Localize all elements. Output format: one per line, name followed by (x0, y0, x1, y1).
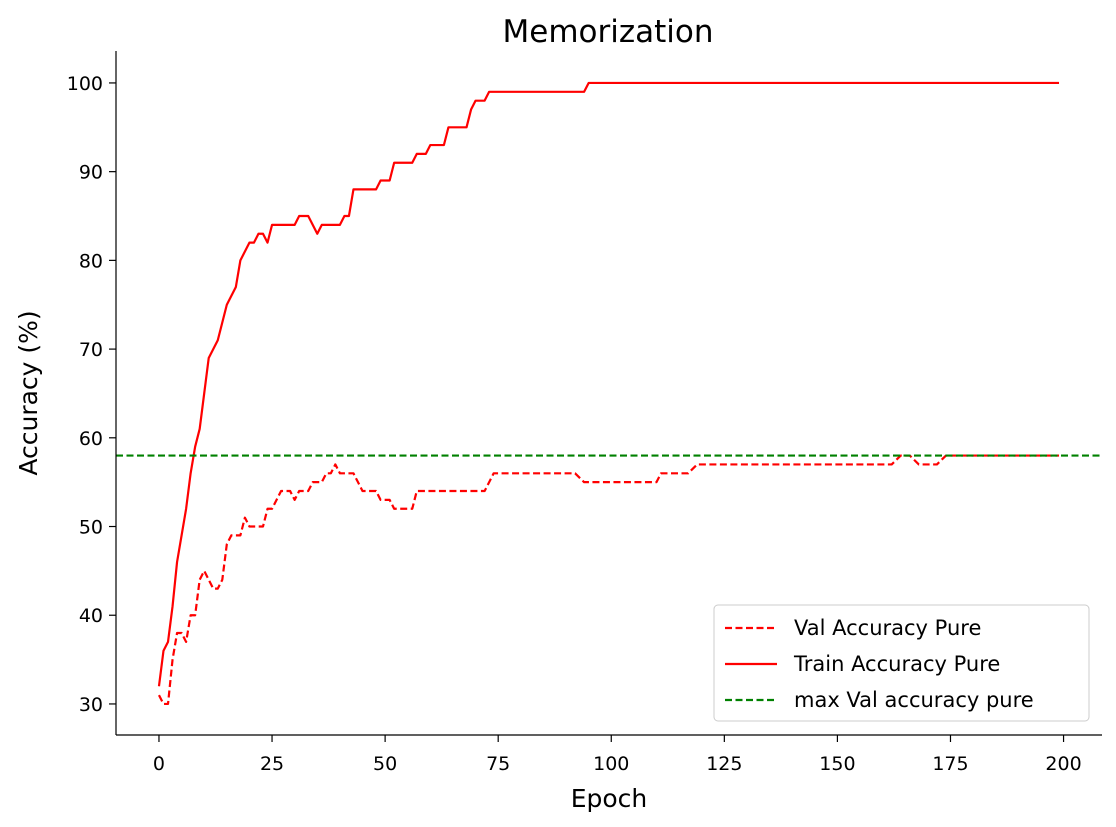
x-axis-title: Epoch (571, 784, 648, 813)
y-tick-label: 40 (79, 605, 103, 627)
legend-label-max-val-accuracy-pure: max Val accuracy pure (794, 688, 1034, 712)
x-tick-label: 100 (593, 753, 629, 775)
x-tick-label: 150 (819, 753, 855, 775)
x-ticks: 0 25 50 75 100 125 150 175 200 (153, 735, 1082, 775)
legend-label-val-accuracy-pure: Val Accuracy Pure (794, 616, 981, 640)
series-line-val-accuracy-pure (157, 454, 1060, 706)
chart-title: Memorization (503, 14, 714, 50)
x-tick-label: 175 (932, 753, 968, 775)
x-tick-label: 75 (486, 753, 510, 775)
legend: Val Accuracy Pure Train Accuracy Pure max … (713, 604, 1090, 722)
series-layer (116, 81, 1102, 706)
x-tick-label: 25 (260, 753, 284, 775)
y-tick-label: 90 (79, 162, 103, 184)
legend-label-train-accuracy-pure: Train Accuracy Pure (793, 652, 1000, 676)
y-tick-label: 70 (79, 339, 103, 361)
y-tick-label: 30 (79, 694, 103, 716)
y-tick-label: 60 (79, 428, 103, 450)
y-ticks: 30 40 50 60 70 80 90 100 (67, 73, 116, 716)
x-tick-label: 50 (373, 753, 397, 775)
y-axis-title: Accuracy (%) (14, 310, 43, 475)
y-tick-label: 80 (79, 250, 103, 272)
series-line-train-accuracy-pure (157, 81, 1060, 687)
y-tick-label: 50 (79, 517, 103, 539)
legend-box (713, 604, 1090, 722)
y-tick-label: 100 (67, 73, 103, 95)
x-tick-label: 0 (153, 753, 165, 775)
x-tick-label: 125 (706, 753, 742, 775)
x-tick-label: 200 (1045, 753, 1081, 775)
